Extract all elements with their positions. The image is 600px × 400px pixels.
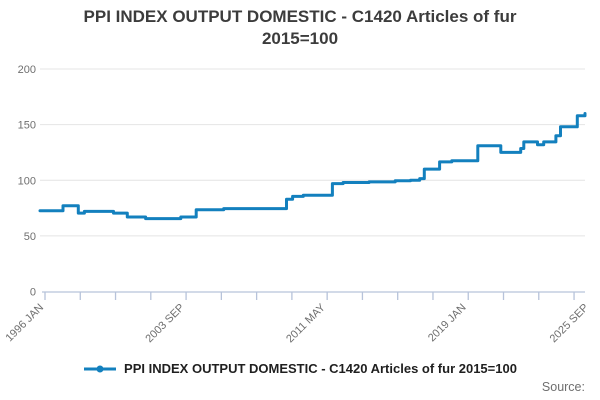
x-tick-label: 2019 JAN: [426, 302, 469, 345]
legend-line-marker-icon: [84, 365, 117, 372]
source-note: Source:: [541, 380, 585, 394]
y-tick-label: 100: [18, 175, 36, 187]
y-tick-label: 0: [30, 287, 36, 299]
x-tick-label: 2011 MAY: [284, 301, 328, 345]
y-tick-label: 50: [24, 231, 36, 243]
chart-title-line1: PPI INDEX OUTPUT DOMESTIC - C1420 Articl…: [83, 7, 517, 26]
x-tick-label: 1996 JAN: [3, 302, 46, 345]
x-tick-label: 2003 SEP: [143, 302, 187, 346]
x-tick-label: 2025 SEP: [548, 302, 592, 346]
data-series-line[interactable]: [38, 112, 587, 221]
legend[interactable]: PPI INDEX OUTPUT DOMESTIC - C1420 Articl…: [0, 361, 600, 376]
legend-label: PPI INDEX OUTPUT DOMESTIC - C1420 Articl…: [124, 361, 517, 376]
y-tick-label: 200: [18, 64, 36, 76]
chart-title: PPI INDEX OUTPUT DOMESTIC - C1420 Articl…: [0, 6, 600, 51]
chart-title-line2: 2015=100: [261, 29, 339, 49]
y-tick-label: 150: [18, 120, 36, 132]
